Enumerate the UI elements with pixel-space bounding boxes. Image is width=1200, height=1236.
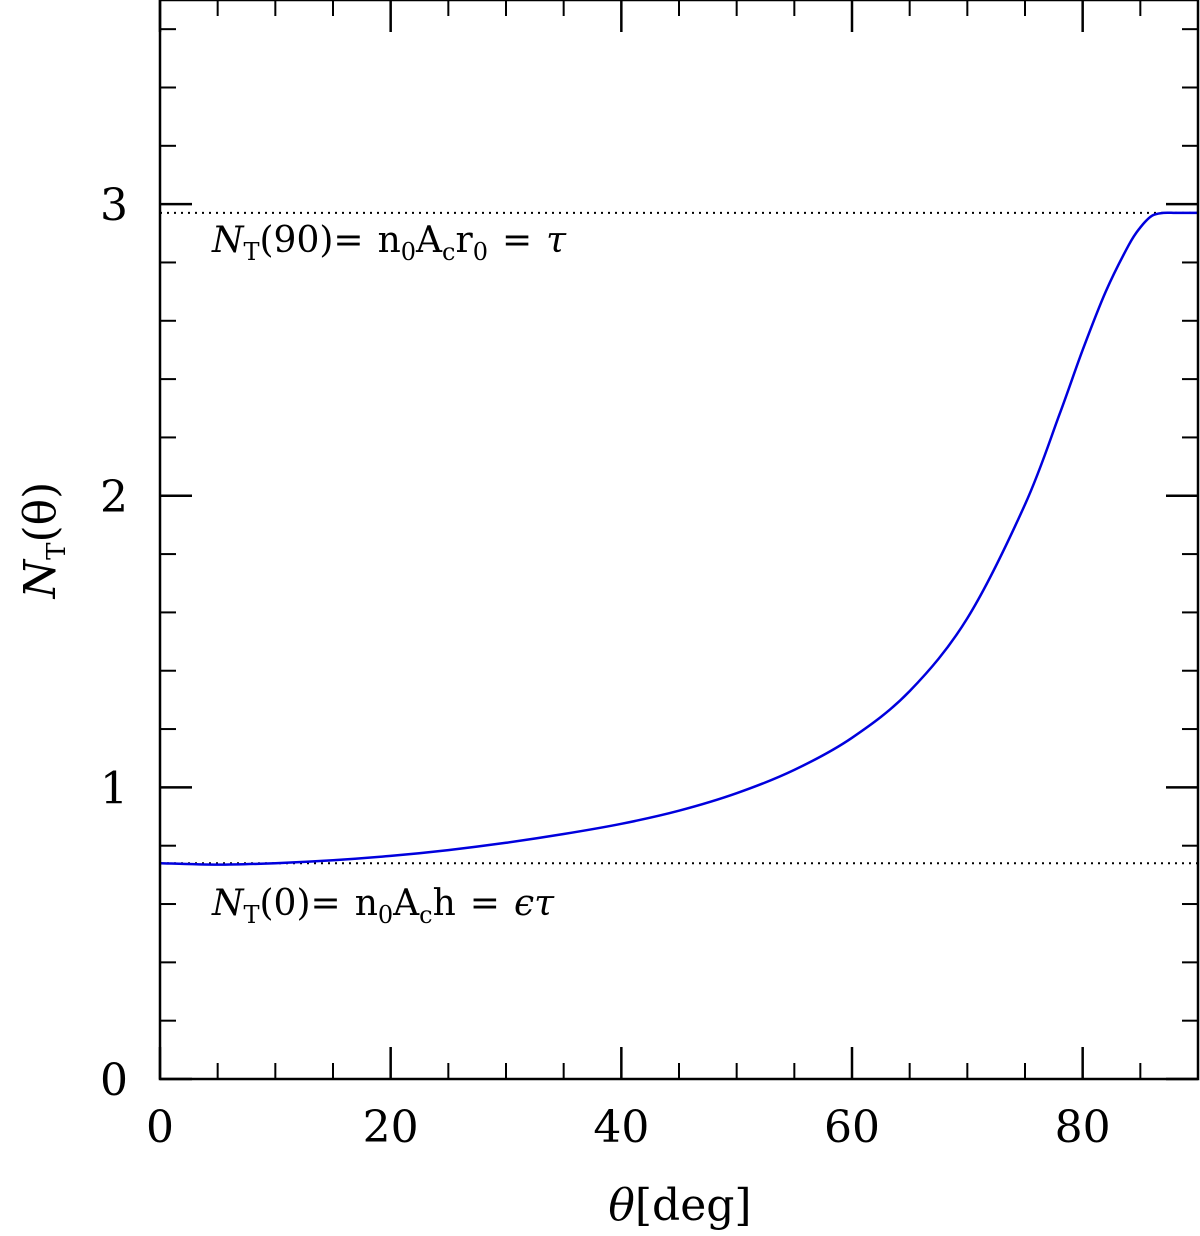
reference-lines [160, 211, 1198, 865]
y-tick-label: 3 [100, 180, 128, 231]
plot-frame [158, 0, 1200, 1081]
annotation-tau: NT(90)= n0Acr0 = τ [211, 220, 567, 266]
x-tick-label: 20 [363, 1102, 419, 1153]
y-tick-label: 2 [100, 472, 128, 523]
x-tick-label: 0 [146, 1102, 174, 1153]
y-axis-title: NT(θ) [15, 482, 72, 600]
minor-ticks [160, 0, 1199, 1079]
series-line [159, 211, 1198, 866]
annotation-epsilon-tau: NT(0)= n0Ach = ϵτ [211, 883, 555, 929]
x-tick-label: 60 [824, 1102, 880, 1153]
tick-labels: 0 20 40 60 80 0 1 2 3 [100, 180, 1111, 1153]
x-axis-title: θ[deg] [608, 1180, 751, 1231]
x-tick-label: 40 [593, 1102, 649, 1153]
x-tick-label: 80 [1055, 1102, 1111, 1153]
y-tick-label: 1 [100, 763, 128, 814]
y-tick-label: 0 [100, 1055, 128, 1106]
